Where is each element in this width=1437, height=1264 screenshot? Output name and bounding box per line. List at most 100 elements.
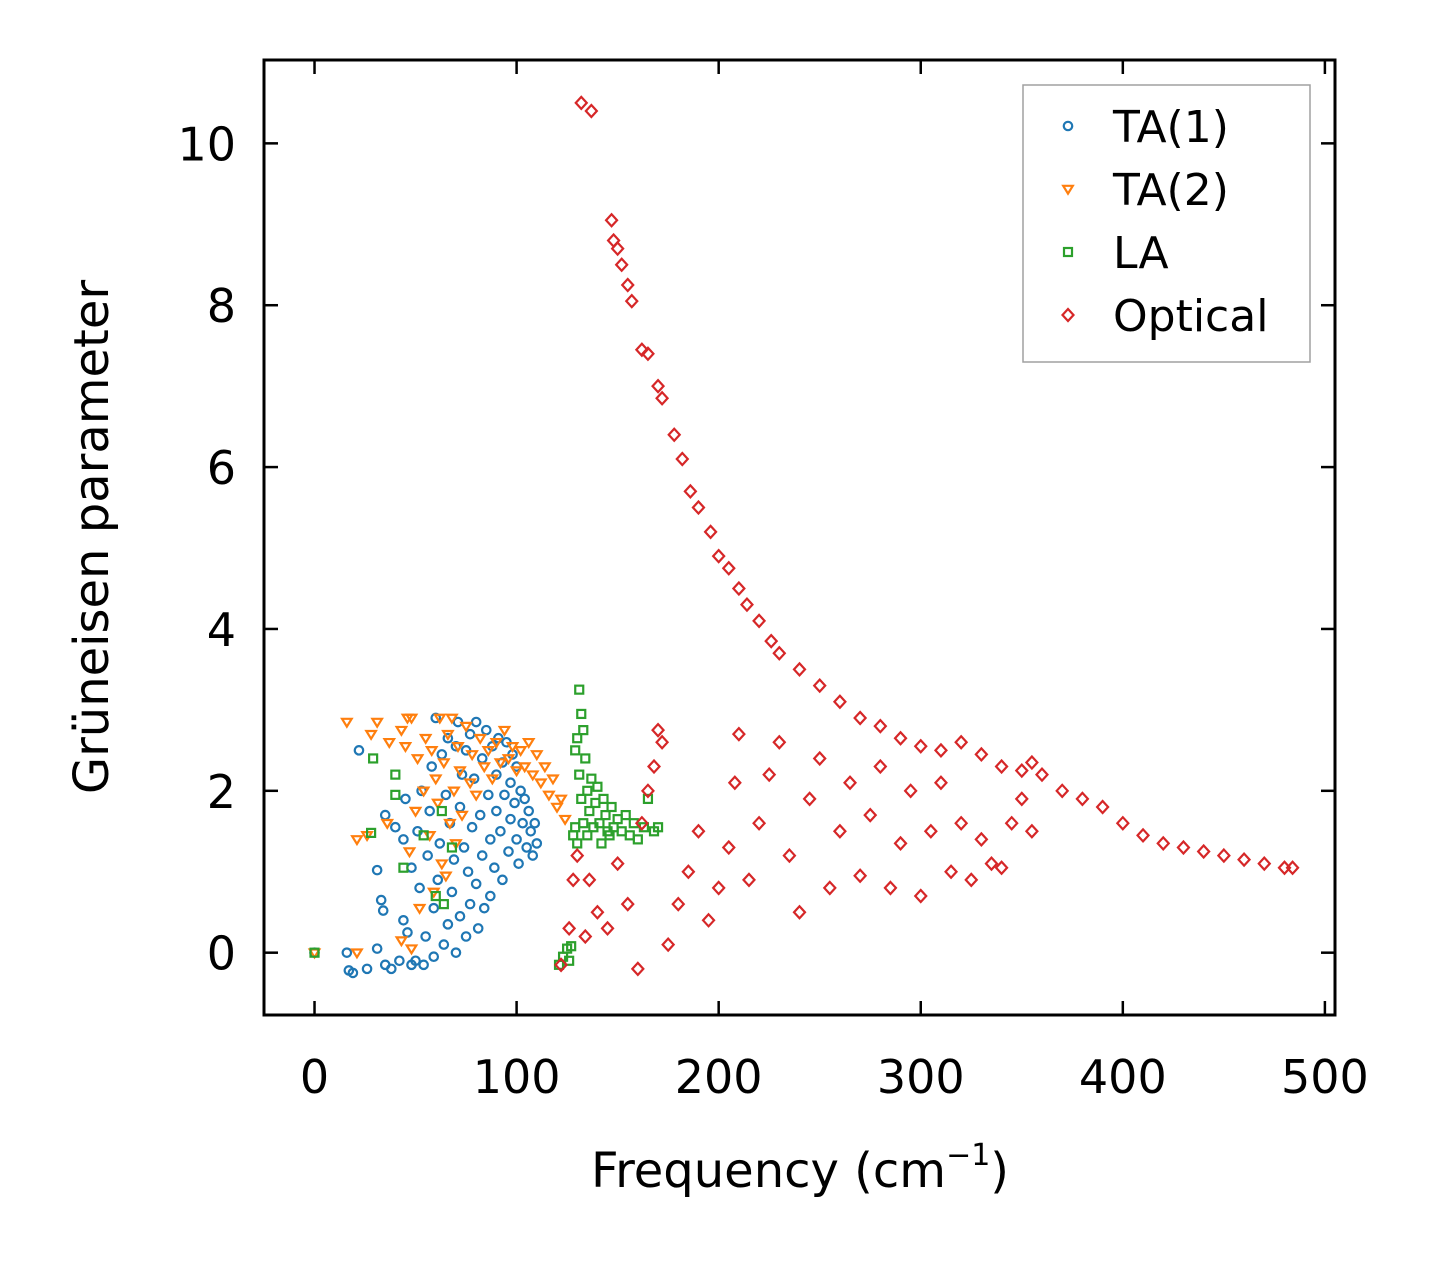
data-point (511, 834, 522, 845)
data-point (994, 758, 1009, 775)
data-point (574, 95, 589, 111)
data-point (380, 818, 395, 830)
data-point (600, 809, 611, 821)
data-point (440, 789, 452, 801)
data-point (489, 737, 504, 749)
data-point (843, 775, 858, 791)
data-point (430, 890, 441, 902)
data-point (782, 847, 797, 864)
y-tick-label: 6 (207, 441, 236, 495)
data-point (624, 293, 639, 309)
data-point (350, 835, 364, 847)
data-point (428, 774, 443, 786)
data-point (521, 737, 536, 749)
data-point (1237, 851, 1252, 868)
data-point (509, 766, 524, 778)
data-point (711, 880, 726, 896)
data-point (366, 827, 377, 839)
data-point (517, 817, 528, 829)
axis-ticks-layer: 0 100 200 300 400 500 0 2 4 6 8 10 (177, 60, 1369, 1104)
data-point (505, 813, 516, 825)
data-point (647, 758, 661, 775)
data-point (762, 767, 777, 783)
data-point (347, 967, 359, 979)
data-point (464, 898, 476, 910)
data-point (462, 866, 474, 878)
data-point (582, 830, 593, 841)
data-point (441, 729, 455, 741)
x-tick-label: 0 (300, 1050, 329, 1104)
data-point (1034, 767, 1049, 783)
data-point (438, 899, 449, 910)
data-point (655, 390, 670, 406)
data-point (566, 872, 581, 888)
data-point (594, 818, 605, 829)
data-point (1024, 823, 1039, 839)
data-point (596, 838, 607, 849)
data-point (554, 794, 568, 806)
data-point (437, 758, 451, 770)
data-point (390, 789, 401, 800)
data-point (741, 872, 756, 888)
data-point (309, 947, 320, 958)
data-point (913, 888, 928, 904)
data-point (772, 734, 787, 750)
data-point (566, 941, 577, 952)
x-tick-label: 400 (1079, 1050, 1167, 1104)
data-point (974, 831, 989, 848)
data-point (435, 859, 449, 871)
data-point (903, 783, 918, 799)
data-point (1196, 843, 1211, 860)
data-point (1216, 847, 1231, 864)
data-point (683, 483, 698, 499)
data-point (964, 872, 979, 888)
data-point (503, 846, 514, 857)
data-point (530, 750, 544, 762)
data-point (454, 910, 466, 922)
data-point (580, 753, 591, 764)
data-point (620, 809, 631, 821)
x-tick-label: 200 (675, 1050, 763, 1104)
data-point (1115, 815, 1130, 831)
data-point (731, 580, 746, 597)
data-point (485, 774, 500, 786)
data-point (525, 825, 537, 837)
data-point (632, 834, 643, 845)
data-point (410, 955, 421, 967)
data-point (386, 963, 397, 975)
x-tick-label: 100 (473, 1050, 561, 1104)
data-point (691, 499, 706, 516)
data-point (578, 928, 593, 945)
data-point (493, 758, 508, 770)
x-axis-label: Frequency (cm−1) (591, 1138, 1009, 1199)
series-ta-2- (307, 713, 572, 960)
x-tick-label: 500 (1281, 1050, 1369, 1104)
data-point (404, 944, 419, 956)
data-point (582, 785, 593, 796)
data-point (438, 939, 450, 950)
data-point (472, 923, 484, 934)
data-point (455, 810, 469, 822)
data-point (739, 597, 754, 613)
data-point (491, 805, 502, 817)
data-point (375, 894, 387, 906)
data-point (542, 790, 556, 802)
data-point (1156, 835, 1171, 852)
data-point (630, 961, 645, 977)
data-point (574, 684, 585, 695)
data-point (620, 896, 635, 912)
data-point (368, 753, 379, 764)
legend-entry: TA(2) (1061, 165, 1229, 216)
data-point (592, 781, 603, 792)
legend-frame (1022, 84, 1311, 363)
data-point (470, 878, 482, 890)
legend-label: Optical (1113, 291, 1268, 342)
data-point (614, 257, 629, 273)
data-point (394, 955, 405, 967)
data-point (431, 798, 445, 810)
data-point (546, 774, 560, 786)
data-point (497, 725, 512, 737)
data-point (436, 805, 447, 817)
data-point (448, 854, 460, 865)
data-point (418, 733, 433, 745)
